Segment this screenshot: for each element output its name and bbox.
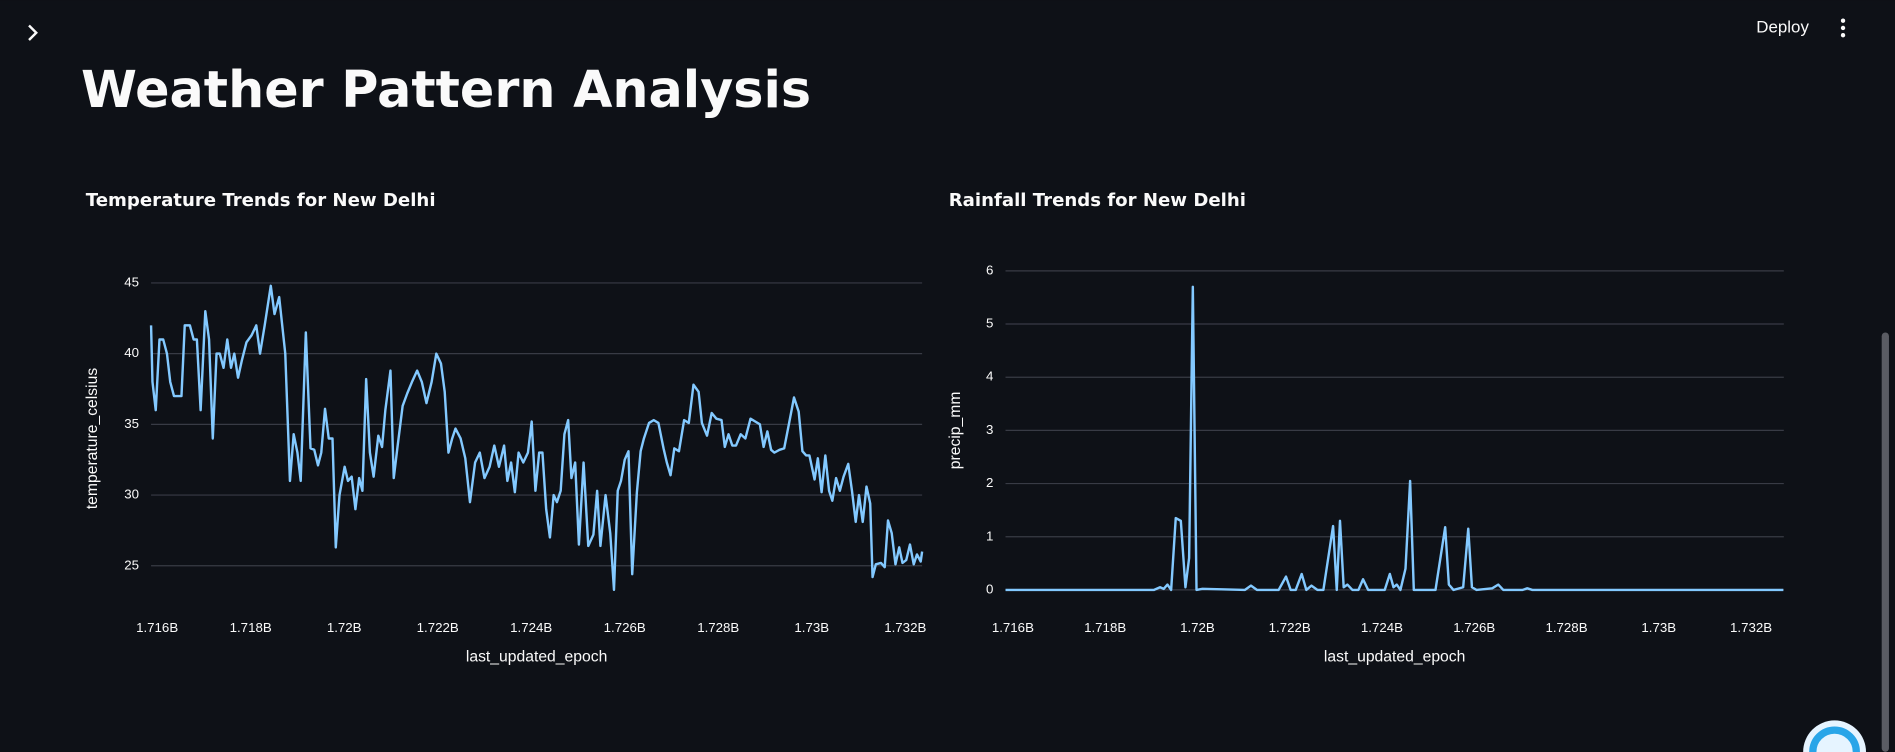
x-tick-label: 1.724B bbox=[510, 620, 552, 635]
y-tick-label: 4 bbox=[986, 369, 993, 384]
x-tick-label: 1.716B bbox=[992, 620, 1034, 635]
sidebar-toggle[interactable] bbox=[28, 24, 38, 41]
x-tick-label: 1.718B bbox=[1084, 620, 1126, 635]
y-tick-label: 1 bbox=[986, 528, 993, 543]
y-axis-title: temperature_celsius bbox=[84, 368, 101, 510]
x-tick-label: 1.726B bbox=[604, 620, 646, 635]
x-tick-label: 1.722B bbox=[1269, 620, 1311, 635]
main-menu[interactable] bbox=[1840, 18, 1846, 38]
charts: Temperature Trends for New Delhi25303540… bbox=[84, 190, 1784, 666]
chart-title: Rainfall Trends for New Delhi bbox=[949, 190, 1246, 211]
x-tick-label: 1.728B bbox=[697, 620, 739, 635]
scrollbar[interactable] bbox=[1881, 332, 1889, 752]
x-tick-label: 1.73B bbox=[794, 620, 829, 635]
x-tick-label: 1.72B bbox=[1180, 620, 1215, 635]
data-line bbox=[1005, 285, 1784, 592]
x-tick-label: 1.726B bbox=[1453, 620, 1495, 635]
chart: Rainfall Trends for New Delhi 0 1 2 3 4 5 6 1.71… bbox=[947, 190, 1784, 666]
x-tick-label: 1.716B bbox=[136, 620, 178, 635]
y-tick-label: 30 bbox=[124, 487, 139, 502]
y-tick-label: 40 bbox=[124, 345, 139, 360]
y-tick-label: 6 bbox=[986, 262, 993, 277]
chart: Temperature Trends for New Delhi 25 30 35 40… bbox=[84, 190, 926, 666]
y-tick-label: 35 bbox=[124, 416, 139, 431]
y-tick-label: 3 bbox=[986, 422, 993, 437]
x-tick-label: 1.72B bbox=[327, 620, 362, 635]
page-title: Weather Pattern Analysis bbox=[81, 60, 811, 119]
x-tick-label: 1.73B bbox=[1641, 620, 1676, 635]
x-tick-label: 1.732B bbox=[884, 620, 926, 635]
x-tick-label: 1.732B bbox=[1730, 620, 1772, 635]
x-axis-title: last_updated_epoch bbox=[466, 649, 607, 666]
y-tick-label: 45 bbox=[124, 274, 139, 289]
deploy-button[interactable]: Deploy bbox=[1756, 17, 1809, 36]
x-tick-label: 1.724B bbox=[1361, 620, 1403, 635]
data-line bbox=[149, 284, 924, 591]
chart-title: Temperature Trends for New Delhi bbox=[86, 190, 436, 211]
x-tick-label: 1.718B bbox=[230, 620, 272, 635]
y-tick-label: 25 bbox=[124, 557, 139, 572]
x-axis-title: last_updated_epoch bbox=[1324, 649, 1465, 666]
x-tick-label: 1.722B bbox=[417, 620, 459, 635]
y-tick-label: 0 bbox=[986, 581, 993, 596]
y-tick-label: 5 bbox=[986, 316, 993, 331]
x-tick-label: 1.728B bbox=[1545, 620, 1587, 635]
y-tick-label: 2 bbox=[986, 475, 993, 490]
y-axis-title: precip_mm bbox=[947, 392, 964, 470]
